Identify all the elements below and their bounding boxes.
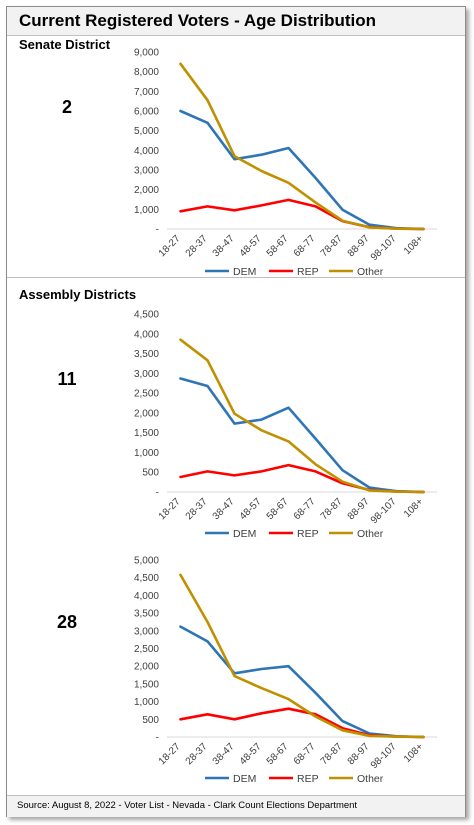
senate-district-2-chart: - 1,000 2,000 3,000 4,000 5,000 6,000 7,000 8,00…	[134, 48, 437, 278]
x-tick-label: 38-47	[211, 233, 237, 259]
x-tick-label: 18-27	[157, 233, 183, 259]
y-tick-label: 7,000	[134, 87, 159, 98]
y-tick-label: 5,000	[134, 556, 159, 567]
series-line-other	[179, 573, 425, 739]
section-divider	[7, 277, 465, 278]
x-tick-label: 98-107	[369, 496, 399, 526]
x-tick-label: 98-107	[369, 233, 399, 263]
district-number-2: 2	[61, 97, 72, 117]
legend-item-rep: REP	[269, 773, 319, 785]
y-tick-label: 2,500	[134, 389, 159, 400]
series-line-dem	[179, 377, 425, 494]
series-line-dem	[179, 109, 425, 231]
x-tick-label: 98-107	[369, 741, 399, 771]
x-tick-label: 108+	[402, 496, 426, 520]
y-tick-label: 1,500	[134, 428, 159, 439]
y-tick-label: 5,000	[134, 126, 159, 137]
page-title: Current Registered Voters - Age Distribu…	[19, 11, 377, 30]
svg-text:DEM: DEM	[233, 773, 256, 785]
y-tick-label: 3,000	[134, 166, 159, 177]
legend-item-dem: DEM	[205, 773, 256, 785]
svg-text:DEM: DEM	[233, 266, 256, 278]
assembly-district-28-chart: - 500 1,000 1,500 2,000 2,500 3,000 3,500 4,000 4…	[134, 556, 437, 785]
y-tick-label: 6,000	[134, 107, 159, 118]
y-tick-label: 3,500	[134, 609, 159, 620]
y-tick-label: 500	[142, 715, 159, 726]
district-number-28: 28	[56, 612, 78, 632]
svg-text:REP: REP	[297, 528, 319, 540]
x-tick-label: 38-47	[211, 496, 237, 522]
series-line-rep	[179, 463, 425, 494]
y-tick-label: 4,000	[134, 591, 159, 602]
x-tick-label: 58-67	[265, 496, 291, 522]
title-bar: Current Registered Voters - Age Distribu…	[7, 7, 465, 36]
y-tick-label: 1,000	[134, 205, 159, 216]
y-tick-label: 8,000	[134, 67, 159, 78]
x-tick-label: 48-57	[238, 741, 264, 767]
svg-text:REP: REP	[297, 266, 319, 278]
x-tick-label: 18-27	[157, 496, 183, 522]
y-tick-label: 1,500	[134, 679, 159, 690]
x-tick-label: 28-37	[184, 496, 210, 522]
series-line-other	[179, 338, 425, 494]
y-tick-label: 4,500	[134, 573, 159, 584]
series-line-rep	[179, 707, 425, 739]
x-tick-label: 68-77	[292, 496, 318, 522]
y-tick-label: 1,000	[134, 697, 159, 708]
assembly-district-11-chart: - 500 1,000 1,500 2,000 2,500 3,000 3,500 4,000 4…	[134, 310, 437, 540]
assembly-districts-label: Assembly Districts	[19, 287, 137, 302]
y-tick-label: 500	[142, 468, 159, 479]
svg-text:Other: Other	[357, 266, 384, 278]
x-tick-label: 28-37	[184, 741, 210, 767]
y-tick-label: 2,000	[134, 185, 159, 196]
district-number-11: 11	[57, 369, 77, 389]
y-tick-label: 3,000	[134, 369, 159, 380]
series-line-rep	[179, 198, 425, 231]
y-tick-label: 1,000	[134, 448, 159, 459]
source-note: Source: August 8, 2022 - Voter List - Ne…	[17, 800, 358, 811]
y-tick-label: 2,000	[134, 408, 159, 419]
x-tick-label: 78-87	[319, 496, 345, 522]
y-tick-label: 3,000	[134, 626, 159, 637]
x-tick-label: 108+	[402, 233, 426, 257]
legend-item-other: Other	[329, 528, 384, 540]
legend-item-rep: REP	[269, 266, 319, 278]
x-tick-label: 68-77	[292, 741, 318, 767]
series-line-other	[179, 62, 425, 231]
y-tick-label: -	[156, 225, 159, 236]
y-tick-label: 3,500	[134, 349, 159, 360]
svg-text:DEM: DEM	[233, 528, 256, 540]
x-tick-label: 78-87	[319, 233, 345, 259]
legend-item-dem: DEM	[205, 528, 256, 540]
x-tick-label: 108+	[402, 741, 426, 765]
svg-text:Other: Other	[357, 773, 384, 785]
x-tick-label: 18-27	[157, 741, 183, 767]
y-tick-label: 4,000	[134, 146, 159, 157]
legend-item-rep: REP	[269, 528, 319, 540]
senate-district-label: Senate District	[19, 37, 111, 52]
svg-text:Other: Other	[357, 528, 384, 540]
x-tick-label: 68-77	[292, 233, 318, 259]
y-tick-label: -	[156, 488, 159, 499]
legend-item-dem: DEM	[205, 266, 256, 278]
legend-item-other: Other	[329, 266, 384, 278]
x-tick-label: 58-67	[265, 233, 291, 259]
y-tick-label: 9,000	[134, 48, 159, 59]
legend-item-other: Other	[329, 773, 384, 785]
footer: Source: August 8, 2022 - Voter List - Ne…	[7, 795, 465, 817]
y-tick-label: 2,000	[134, 662, 159, 673]
x-tick-label: 78-87	[319, 741, 345, 767]
y-tick-label: 4,000	[134, 329, 159, 340]
x-tick-label: 38-47	[211, 741, 237, 767]
y-tick-label: 4,500	[134, 310, 159, 321]
report-frame: Current Registered Voters - Age Distribu…	[6, 6, 466, 817]
y-tick-label: 2,500	[134, 644, 159, 655]
x-tick-label: 28-37	[184, 233, 210, 259]
x-tick-label: 48-57	[238, 496, 264, 522]
svg-text:REP: REP	[297, 773, 319, 785]
x-tick-label: 58-67	[265, 741, 291, 767]
y-tick-label: -	[156, 733, 159, 744]
x-tick-label: 48-57	[238, 233, 264, 259]
